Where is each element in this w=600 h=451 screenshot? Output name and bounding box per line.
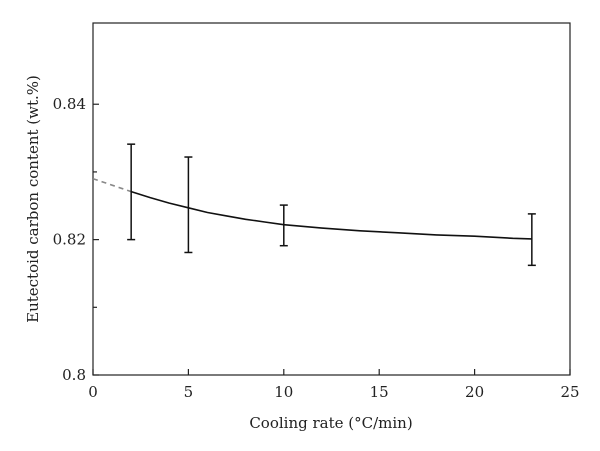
- extrapolation-line: [92, 177, 132, 193]
- plot-series: [92, 143, 536, 267]
- error-bar: [279, 204, 288, 247]
- x-tick-label: 0: [88, 383, 98, 401]
- x-tick-label: 10: [274, 383, 293, 401]
- y-tick-label: 0.8: [62, 366, 86, 384]
- y-axis-label: Eutectoid carbon content (wt.%): [24, 75, 42, 323]
- error-bar: [127, 143, 136, 241]
- error-bar: [527, 213, 536, 267]
- x-axis-label: Cooling rate (°C/min): [249, 414, 412, 432]
- x-axis-ticks: 0 5 10 15 20 25: [88, 369, 580, 401]
- plot-frame: [92, 22, 571, 376]
- x-tick-label: 20: [465, 383, 484, 401]
- fit-curve-line: [130, 190, 532, 240]
- x-tick-label: 5: [184, 383, 194, 401]
- y-tick-label: 0.82: [53, 231, 86, 249]
- y-tick-label: 0.84: [53, 95, 86, 113]
- x-tick-label: 25: [560, 383, 579, 401]
- error-bar: [184, 156, 193, 254]
- y-axis-ticks: 0.8 0.82 0.84: [53, 95, 99, 384]
- x-tick-label: 15: [370, 383, 389, 401]
